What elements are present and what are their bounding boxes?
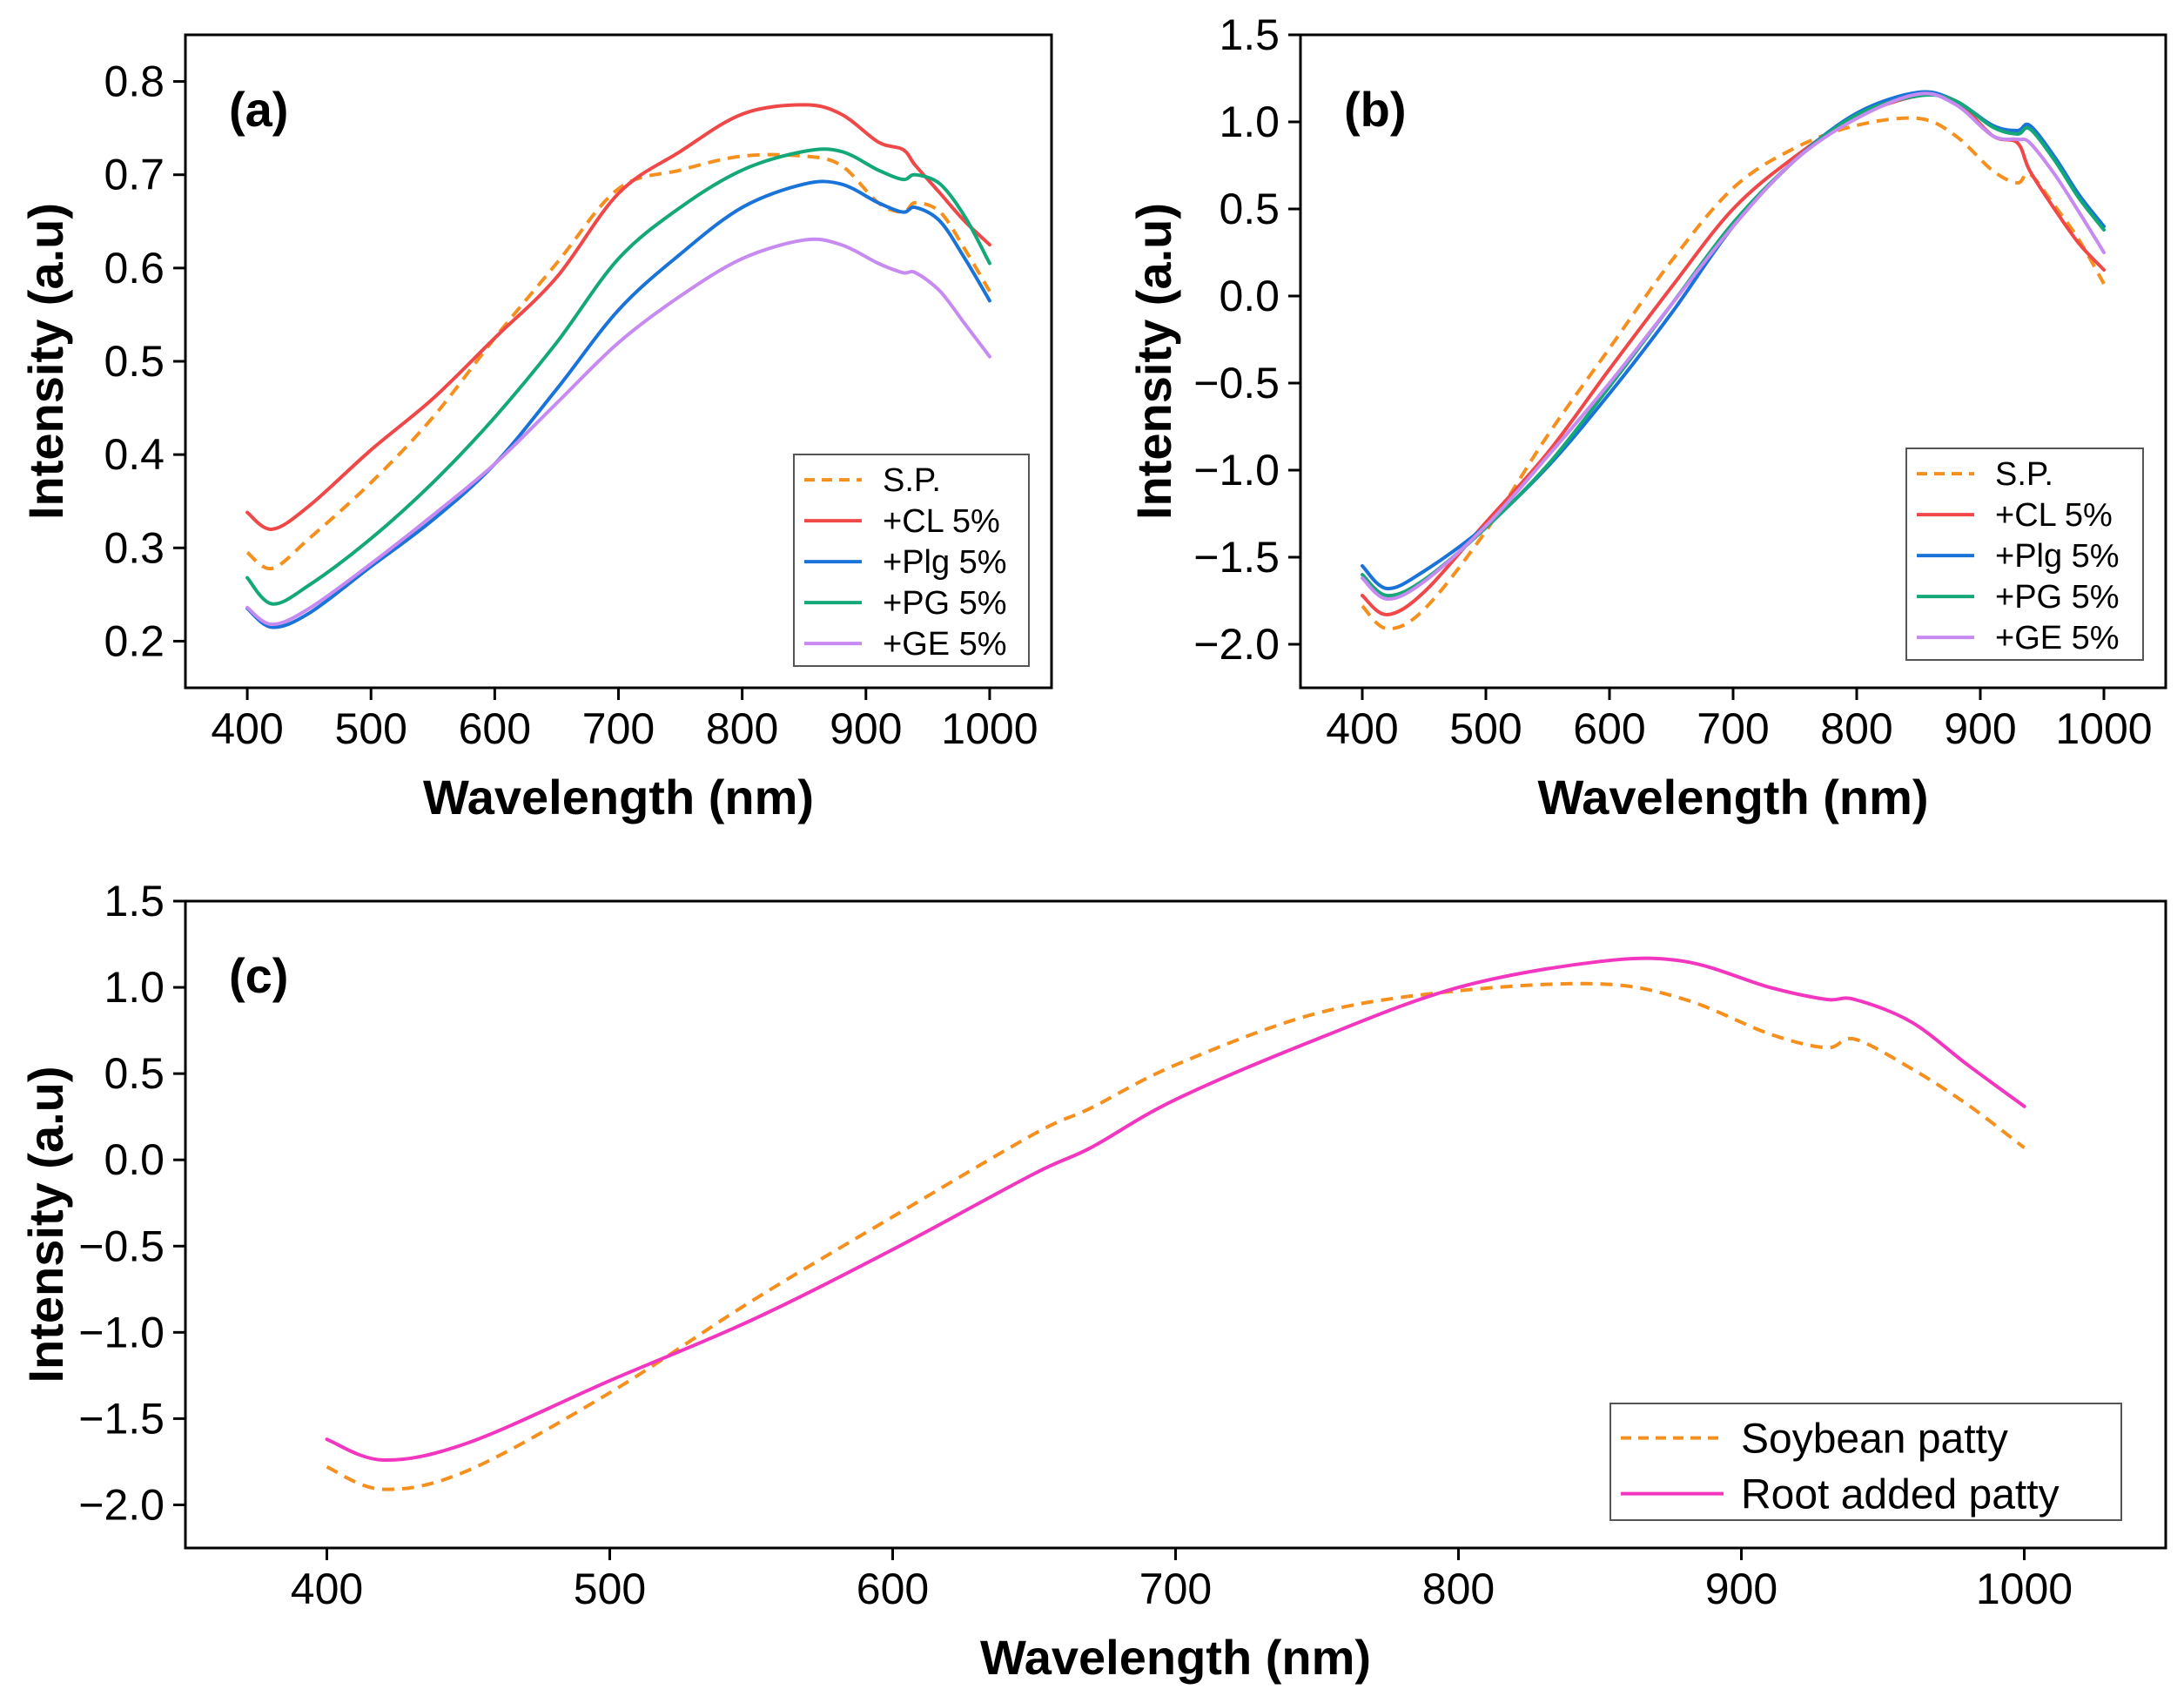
legend-label: +Plg 5% xyxy=(1995,538,2120,575)
x-axis-title: Wavelength (nm) xyxy=(1537,770,1928,824)
y-axis-title: Intensity (a.u) xyxy=(18,1066,73,1383)
y-tick-label: −2.0 xyxy=(78,1480,165,1529)
y-tick-label: 0.5 xyxy=(104,337,165,386)
y-tick-label: 0.6 xyxy=(104,244,165,293)
legend-label: Root added patty xyxy=(1741,1472,2060,1518)
y-tick-label: 0.4 xyxy=(104,430,165,479)
x-tick-label: 700 xyxy=(1139,1565,1212,1613)
x-tick-label: 400 xyxy=(211,704,283,753)
y-tick-label: −1.0 xyxy=(1193,446,1280,495)
x-tick-label: 1000 xyxy=(2055,704,2152,753)
x-tick-label: 500 xyxy=(574,1565,646,1613)
series-line-ge-5 xyxy=(1361,91,2106,602)
x-tick-label: 500 xyxy=(1449,704,1522,753)
y-tick-label: −1.5 xyxy=(1193,533,1280,582)
legend-label: +CL 5% xyxy=(1995,497,2113,534)
legend-label: S.P. xyxy=(883,462,941,499)
legend-label: +PG 5% xyxy=(883,585,1007,622)
x-tick-label: 400 xyxy=(1326,704,1398,753)
x-tick-label: 800 xyxy=(1820,704,1892,753)
y-tick-label: 1.5 xyxy=(104,877,165,925)
chart-panel-a: 400 500 600 700 800 900 1000 0.2 0.3 0.4 0.5 0.6 0.7… xyxy=(18,33,1053,824)
x-tick-label: 800 xyxy=(706,704,778,753)
legend-label: S.P. xyxy=(1995,456,2053,493)
x-tick-label: 1000 xyxy=(1976,1565,2073,1613)
x-tick-label: 900 xyxy=(830,704,902,753)
y-tick-label: −2.0 xyxy=(1193,620,1280,669)
y-tick-label: 0.5 xyxy=(104,1049,165,1098)
chart-panel-b: 400 500 600 700 800 900 1000 −2.0 −1.5 −1.0 −0.5 0.… xyxy=(1126,10,2167,824)
legend-label: +GE 5% xyxy=(883,626,1007,663)
x-tick-label: 500 xyxy=(334,704,407,753)
y-tick-label: 1.5 xyxy=(1219,10,1280,59)
legend-label: +Plg 5% xyxy=(883,544,1007,581)
series-line-pg-5 xyxy=(245,147,991,606)
x-tick-label: 900 xyxy=(1705,1565,1777,1613)
panel-label: (a) xyxy=(229,82,288,137)
y-tick-label: 1.0 xyxy=(104,963,165,1012)
x-tick-label: 700 xyxy=(582,704,655,753)
x-tick-label: 600 xyxy=(459,704,531,753)
legend-label: +GE 5% xyxy=(1995,620,2120,656)
series-line-root-added-patty xyxy=(325,956,2026,1463)
legend-label: Soybean patty xyxy=(1741,1417,2008,1463)
x-tick-label: 1000 xyxy=(941,704,1038,753)
y-tick-label: 0.0 xyxy=(1219,272,1280,320)
series-line-plg-5 xyxy=(245,179,991,629)
x-tick-label: 600 xyxy=(1573,704,1645,753)
y-tick-label: 0.2 xyxy=(104,616,165,665)
y-tick-label: 0.7 xyxy=(104,151,165,199)
y-tick-label: −1.5 xyxy=(78,1394,165,1443)
series-line-s-p xyxy=(245,152,991,570)
legend: S.P. +CL 5% +Plg 5% +PG 5% +GE 5% xyxy=(793,454,1030,667)
panel-label: (b) xyxy=(1344,82,1407,137)
x-tick-label: 600 xyxy=(857,1565,929,1613)
y-tick-label: −1.0 xyxy=(78,1308,165,1356)
x-axis-title: Wavelength (nm) xyxy=(423,770,814,824)
series-line-cl-5 xyxy=(1361,92,2106,616)
y-tick-label: 0.0 xyxy=(104,1135,165,1184)
x-tick-label: 800 xyxy=(1422,1565,1495,1613)
x-axis-title: Wavelength (nm) xyxy=(980,1630,1371,1685)
series-line-soybean-patty xyxy=(326,981,2026,1491)
y-tick-label: −0.5 xyxy=(78,1222,165,1270)
legend: S.P. +CL 5% +Plg 5% +PG 5% +GE 5% xyxy=(1905,448,2144,661)
x-tick-label: 700 xyxy=(1697,704,1769,753)
legend-label: +PG 5% xyxy=(1995,579,2120,616)
y-tick-label: 1.0 xyxy=(1219,98,1280,146)
chart-panel-c: 400 500 600 700 800 900 1000 −2.0 −1.5 −1.0 −0.5 0.… xyxy=(18,877,2167,1685)
x-tick-label: 900 xyxy=(1944,704,2016,753)
y-tick-label: 0.8 xyxy=(104,57,165,106)
y-axis-title: Intensity (a.u) xyxy=(1126,203,1181,520)
legend: Soybean patty Root added patty xyxy=(1609,1403,2122,1521)
panel-label: (c) xyxy=(229,948,288,1003)
series-line-cl-5 xyxy=(245,103,991,531)
y-tick-label: −0.5 xyxy=(1193,359,1280,407)
legend-box xyxy=(1609,1403,2122,1521)
x-tick-label: 400 xyxy=(291,1565,363,1613)
legend-label: +CL 5% xyxy=(883,503,1000,540)
y-tick-label: 0.5 xyxy=(1219,185,1280,233)
y-axis-title: Intensity (a.u) xyxy=(18,203,73,520)
y-tick-label: 0.3 xyxy=(104,523,165,572)
series-line-ge-5 xyxy=(245,237,991,627)
